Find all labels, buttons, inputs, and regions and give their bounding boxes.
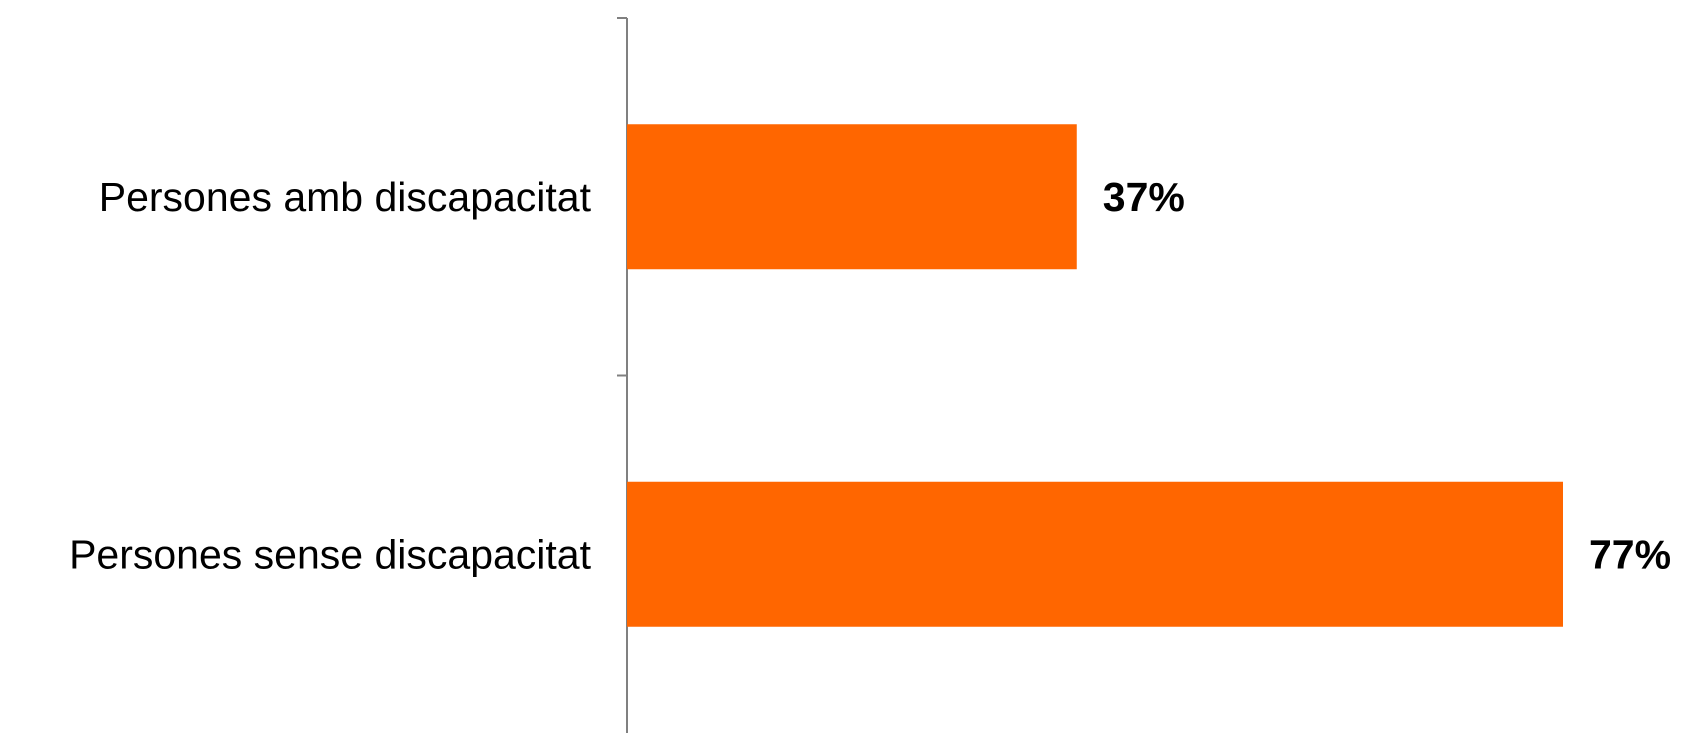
category-label: Persones sense discapacitat xyxy=(69,531,592,577)
category-label: Persones amb discapacitat xyxy=(99,174,592,220)
labels-layer: Persones amb discapacitat 37% Persones sen… xyxy=(69,174,1671,578)
axis-layer xyxy=(617,17,628,733)
bar xyxy=(627,124,1077,270)
bars-layer xyxy=(627,124,1563,627)
data-label: 77% xyxy=(1589,531,1671,577)
data-label: 37% xyxy=(1103,174,1185,220)
bar xyxy=(627,481,1563,627)
